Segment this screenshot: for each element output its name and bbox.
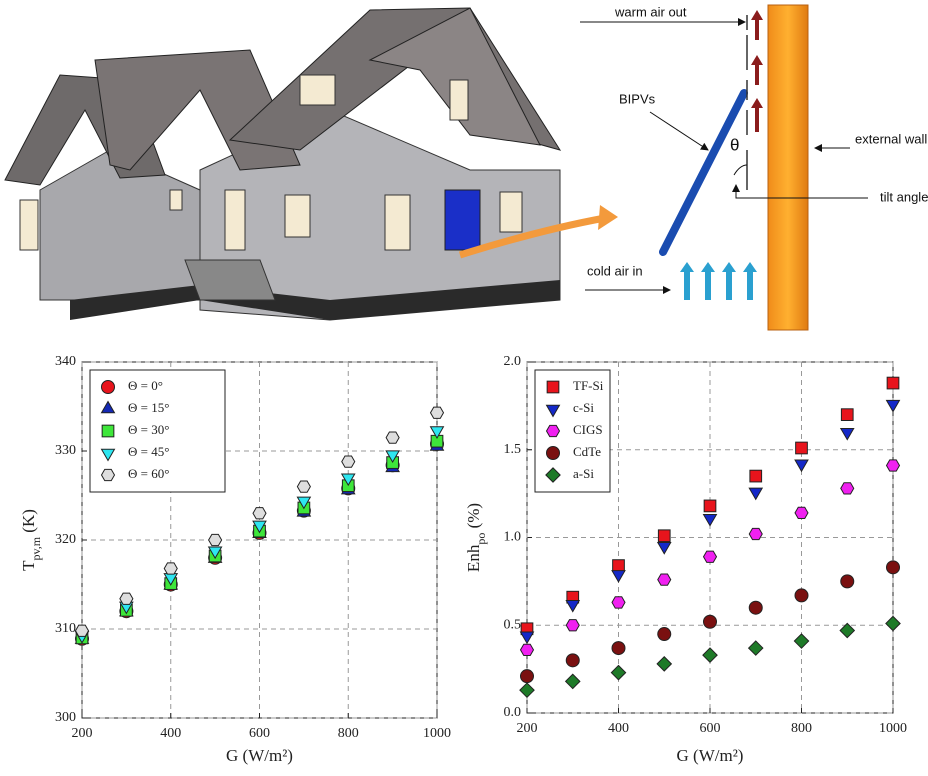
legend-marker (547, 447, 560, 460)
y-axis-label: Enhpo (%) (464, 503, 488, 572)
data-point (841, 483, 854, 494)
data-point (209, 534, 222, 545)
y-tick-label: 0.0 (504, 705, 522, 720)
orange-arrow-head (598, 205, 618, 230)
tilt-label: tilt angle (880, 189, 928, 204)
data-point (566, 620, 579, 631)
data-point (749, 528, 762, 539)
x-tick-label: 1000 (879, 721, 907, 736)
x-tick-label: 600 (249, 726, 270, 741)
external-wall (768, 5, 808, 330)
legend-label: CIGS (573, 422, 603, 437)
x-tick-label: 400 (608, 721, 629, 736)
data-point (164, 563, 177, 574)
legend-marker (102, 425, 114, 437)
legend-label: a-Si (573, 466, 594, 481)
cold-air-arrows (680, 262, 757, 300)
legend-label: Θ = 60° (128, 466, 169, 481)
figure: warm air out BIPVs θ external wall tilt … (0, 0, 928, 776)
data-point (120, 593, 133, 604)
data-point (887, 561, 900, 574)
x-axis-label: G (W/m²) (226, 746, 293, 765)
legend-label: Θ = 30° (128, 422, 169, 437)
data-point (795, 507, 808, 518)
warm-air-label: warm air out (614, 4, 687, 19)
y-axis-label-part: (K) (19, 509, 38, 537)
house-illustration (5, 8, 560, 320)
data-point (297, 481, 310, 492)
legend-label: CdTe (573, 444, 601, 459)
data-point (612, 642, 625, 655)
data-point (887, 460, 900, 471)
data-point (887, 377, 899, 389)
y-tick-label: 340 (55, 354, 76, 369)
y-axis-label-part: Enh (464, 544, 483, 572)
legend-label: Θ = 0° (128, 378, 163, 393)
data-point (796, 442, 808, 454)
y-axis-label: Tpv,m (K) (19, 509, 43, 571)
data-point (749, 601, 762, 614)
data-point (521, 644, 534, 655)
y-tick-label: 330 (55, 443, 76, 458)
legend-label: Θ = 15° (128, 400, 169, 415)
data-point (431, 407, 444, 418)
y-tick-label: 1.0 (504, 530, 522, 545)
cold-air-label: cold air in (587, 263, 643, 278)
y-tick-label: 320 (55, 532, 76, 547)
warm-air-arrows (751, 10, 763, 132)
y-axis-label-part: T (19, 560, 38, 571)
data-point (521, 670, 534, 683)
y-tick-label: 2.0 (504, 354, 522, 369)
data-point (704, 615, 717, 628)
x-tick-label: 800 (338, 726, 359, 741)
y-tick-label: 310 (55, 621, 76, 636)
y-tick-label: 1.5 (504, 442, 522, 457)
x-axis-label: G (W/m²) (677, 746, 744, 765)
pointer-lines (580, 22, 868, 290)
wall-label: external wall (855, 131, 927, 146)
data-point (566, 654, 579, 667)
legend-marker (547, 425, 560, 436)
data-point (253, 508, 266, 519)
bipv-panel (663, 93, 744, 252)
data-point (795, 589, 808, 602)
data-point (704, 551, 717, 562)
data-point (750, 470, 762, 482)
data-point (841, 575, 854, 588)
data-point (841, 409, 853, 421)
data-point (386, 432, 399, 443)
legend-label: c-Si (573, 400, 594, 415)
data-point (658, 574, 671, 585)
legend-marker (102, 469, 115, 480)
y-tick-label: 300 (55, 710, 76, 725)
legend-marker (102, 381, 115, 394)
bipv-diagram: warm air out BIPVs θ external wall tilt … (580, 4, 928, 330)
y-axis-label-part: pv,m (29, 536, 43, 560)
x-tick-label: 800 (791, 721, 812, 736)
bipv-label: BIPVs (619, 91, 656, 106)
theta-label: θ (730, 135, 739, 154)
x-tick-label: 200 (517, 721, 538, 736)
x-tick-label: 600 (700, 721, 721, 736)
x-tick-label: 200 (72, 726, 93, 741)
y-axis-label-part: po (474, 533, 488, 545)
legend-label: TF-Si (573, 378, 604, 393)
x-tick-label: 400 (160, 726, 181, 741)
y-tick-label: 0.5 (504, 617, 522, 632)
legend-marker (547, 381, 559, 393)
page: warm air out BIPVs θ external wall tilt … (0, 0, 928, 776)
charts: 300 310 320 330 340 200 400 600 800 1000 G (W/m²) T… (19, 354, 907, 765)
data-point (76, 625, 89, 636)
data-point (658, 628, 671, 641)
data-point (342, 456, 355, 467)
data-point (613, 560, 625, 572)
data-point (612, 597, 625, 608)
legend-label: Θ = 45° (128, 444, 169, 459)
y-axis-label-part: (%) (464, 503, 483, 533)
data-point (658, 530, 670, 542)
data-point (704, 500, 716, 512)
x-tick-label: 1000 (423, 726, 451, 741)
